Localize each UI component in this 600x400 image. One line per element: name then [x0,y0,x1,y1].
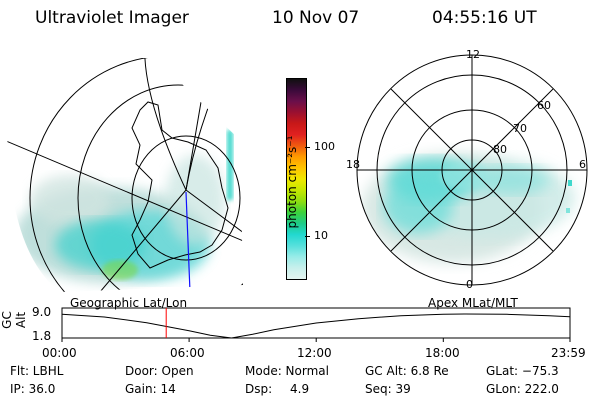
timeline-xtick: 18:00 [425,346,460,360]
ground-track [185,191,191,292]
mlt-label-18: 18 [346,158,360,171]
timeline-xtick: 23:59 [551,346,586,360]
coastline [131,101,229,269]
timeline-ytick-9: 9.0 [32,305,52,319]
dsp-label: Dsp: [245,382,273,396]
timeline-ytick-1-8: 1.8 [32,329,52,343]
glon-info: GLon: 222.0 [486,382,559,396]
timeline-xtick: 00:00 [42,346,77,360]
mlat-label-70: 70 [513,122,527,135]
aurora-emission [15,130,233,283]
filter-info: Flt: LBHL [10,364,64,378]
mode-info: Mode: Normal [245,364,329,378]
timeline-xtick: 12:00 [297,346,332,360]
ip-info: IP: 36.0 [10,382,56,396]
timeline-xtick: 06:00 [170,346,205,360]
geographic-label: Geographic Lat/Lon [70,296,188,310]
mlt-label-0: 0 [466,278,473,291]
image-date: 10 Nov 07 [272,8,360,28]
colorbar-tick [305,236,310,237]
colorbar-unit-label: photon cm⁻²s⁻¹ [285,135,299,229]
altitude-timeline [61,307,571,342]
timeline-ylabel: GC Alt [0,311,28,329]
mlt-label-6: 6 [579,158,586,171]
gain-info: Gain: 14 [125,382,176,396]
geographic-map [7,58,243,292]
colorbar-tick-label: 10 [314,229,328,242]
apex-label: Apex MLat/MLT [428,296,518,310]
door-info: Door: Open [125,364,194,378]
altitude-curve [61,313,571,339]
mlat-label-80: 80 [493,143,507,156]
glat-info: GLat: −75.3 [486,364,559,378]
colorbar-tick-label: 100 [314,140,335,153]
mlat-label-60: 60 [537,99,551,112]
gc-alt-info: GC Alt: 6.8 Re [365,364,449,378]
image-time: 04:55:16 UT [432,8,537,28]
polar-mlt-plot [356,54,588,286]
colorbar-tick [305,147,310,148]
aurora-oval [362,153,575,263]
dsp-value: 4.9 [290,382,310,396]
instrument-title: Ultraviolet Imager [35,8,189,28]
seq-info: Seq: 39 [365,382,411,396]
mlt-label-12: 12 [466,48,480,61]
colorbar [286,78,307,280]
